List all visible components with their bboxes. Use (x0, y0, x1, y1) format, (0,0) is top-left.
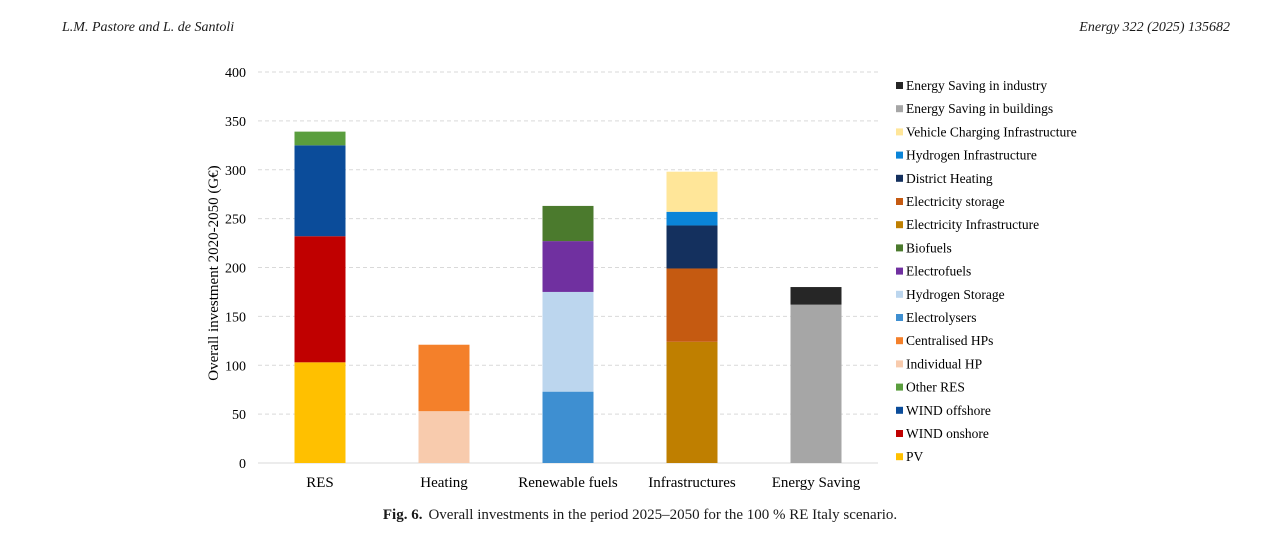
legend-swatch (896, 82, 903, 89)
legend-swatch (896, 267, 903, 275)
y-tick-label: 400 (225, 66, 246, 81)
bar-segment (790, 287, 842, 305)
bar-segment (666, 211, 718, 226)
legend-swatch (896, 360, 903, 368)
legend-swatch (896, 314, 903, 321)
legend-label: Energy Saving in industry (906, 78, 1047, 93)
legend-label: WIND offshore (906, 403, 991, 418)
bar-segment (294, 362, 346, 463)
legend-label: Centralised HPs (906, 333, 993, 348)
bar-segment (418, 344, 470, 412)
bar-segment (294, 131, 346, 146)
legend-label: Vehicle Charging Infrastructure (906, 124, 1077, 139)
y-tick-label: 350 (225, 115, 246, 130)
x-category-label: Energy Saving (772, 475, 861, 491)
y-tick-label: 300 (225, 164, 246, 179)
y-tick-label: 0 (239, 457, 246, 472)
header-authors: L.M. Pastore and L. de Santoli (62, 20, 235, 35)
header-journal: Energy 322 (2025) 135682 (1079, 20, 1230, 35)
legend-swatch (896, 244, 903, 252)
legend-swatch (896, 383, 903, 391)
y-tick-label: 200 (225, 262, 246, 277)
legend-swatch (896, 290, 903, 298)
legend-label: Individual HP (906, 356, 982, 371)
legend-swatch (896, 128, 903, 136)
y-axis-label: Overall investment 2020-2050 (G€) (206, 165, 222, 380)
legend-label: Electricity storage (906, 194, 1005, 209)
y-tick-label: 150 (225, 310, 246, 325)
y-tick-label: 50 (232, 408, 246, 423)
legend-label: Electricity Infrastructure (906, 217, 1039, 232)
legend-swatch (896, 430, 903, 437)
legend-label: Energy Saving in buildings (906, 101, 1053, 116)
legend-label: Other RES (906, 380, 965, 395)
bar-segment (542, 241, 594, 292)
bars-layer (294, 131, 842, 463)
x-category-label: Infrastructures (648, 475, 736, 491)
bar-segment (542, 205, 594, 242)
bar-segment (666, 171, 718, 212)
legend-label: WIND onshore (906, 426, 989, 441)
legend-label: Electrolysers (906, 310, 976, 325)
legend-label: Hydrogen Infrastructure (906, 148, 1037, 163)
x-category-label: Renewable fuels (518, 475, 618, 491)
legend-label: District Heating (906, 171, 993, 186)
x-category-label: RES (306, 475, 334, 491)
legend-swatch (896, 105, 903, 113)
x-category-label: Heating (420, 475, 468, 491)
bar-segment (294, 145, 346, 237)
bar-segment (418, 411, 470, 463)
legend-label: Hydrogen Storage (906, 287, 1005, 302)
legend-swatch (896, 221, 903, 229)
bar-segment (542, 291, 594, 392)
legend-label: PV (906, 449, 924, 464)
bar-segment (542, 391, 594, 463)
legend-swatch (896, 406, 903, 414)
bar-segment (666, 225, 718, 269)
legend-label: Electrofuels (906, 264, 971, 279)
y-tick-label: 100 (225, 359, 246, 374)
x-category-labels: RES Heating Renewable fuels Infrastructures… (306, 475, 860, 491)
bar-segment (294, 236, 346, 363)
legend-swatch (896, 174, 903, 182)
legend-label: Biofuels (906, 240, 952, 255)
legend-swatch (896, 337, 903, 345)
legend-swatch (896, 198, 903, 205)
legend-swatch (896, 151, 903, 159)
y-tick-label: 250 (225, 213, 246, 228)
bar-segment (666, 268, 718, 342)
figure-caption-text: Overall investments in the period 2025–2… (428, 507, 898, 523)
figure-caption-label: Fig. 6. (382, 507, 423, 523)
legend-swatch (896, 453, 903, 461)
bar-segment (790, 304, 842, 463)
stacked-bar-chart: 0 50 100 150 200 250 300 350 400 RES Heating Renew… (206, 66, 1077, 491)
figure-caption: Fig. 6. Overall investments in the period… (0, 507, 1280, 524)
y-tick-labels: 0 50 100 150 200 250 300 350 400 (225, 66, 246, 472)
legend: Energy Saving in industry Energy Saving i… (896, 78, 1077, 464)
bar-segment (666, 341, 718, 463)
